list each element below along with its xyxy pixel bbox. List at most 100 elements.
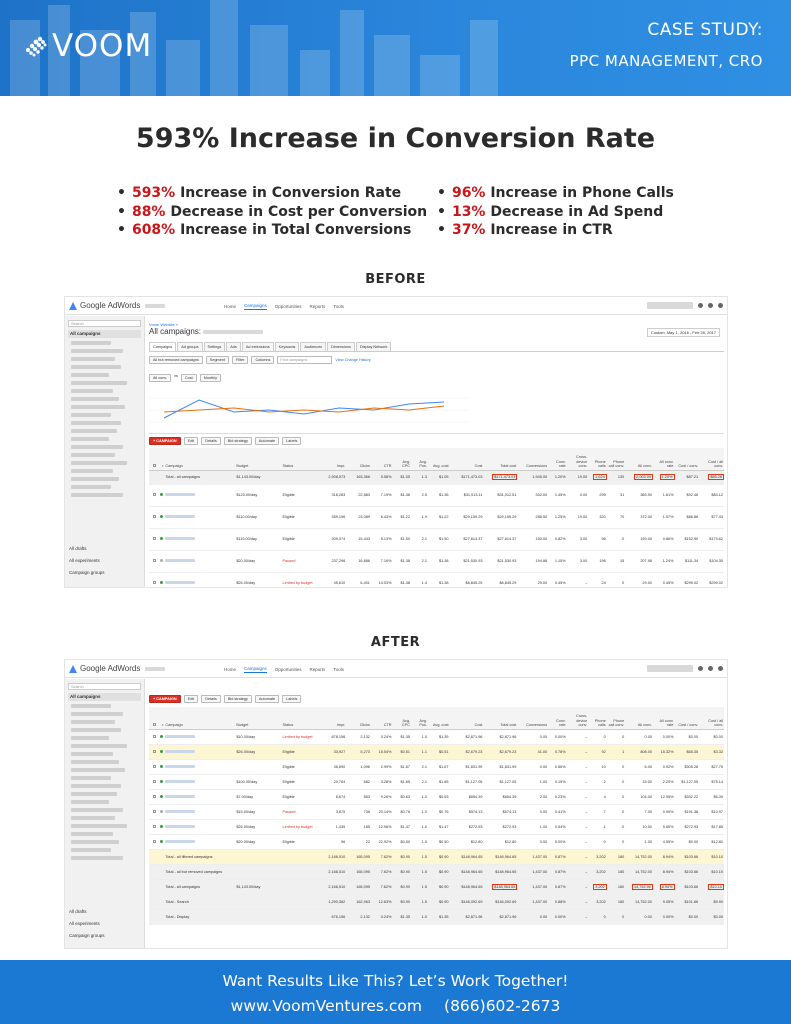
row-checkbox[interactable]	[149, 484, 157, 507]
column-header[interactable]: Phone calls	[588, 707, 607, 730]
nav-tools[interactable]: Tools	[333, 666, 344, 672]
columns-button[interactable]: Columns	[251, 356, 275, 364]
column-header[interactable]: Cost / all conv.	[699, 448, 724, 471]
edit-button[interactable]: Edit	[183, 437, 199, 445]
sidebar-all-experiments[interactable]: All experiments	[69, 558, 100, 563]
column-header[interactable]: Avg. cost	[427, 707, 450, 730]
tab-campaigns[interactable]: Campaigns	[149, 342, 177, 351]
table-row[interactable]: $10.00/day Limited by budget 878,156 2,132 0…	[149, 729, 724, 745]
sidebar-search-input[interactable]: Search	[68, 683, 141, 690]
automate-button[interactable]: Automate	[254, 437, 280, 445]
column-header[interactable]: Conversions	[517, 707, 549, 730]
row-checkbox[interactable]	[149, 879, 157, 895]
row-checkbox[interactable]	[149, 528, 157, 551]
column-header[interactable]: All conv.	[625, 707, 653, 730]
tab-keywords[interactable]: Keywords	[274, 342, 300, 351]
help-icon[interactable]	[698, 303, 703, 308]
column-header[interactable]: Cross-device conv.	[566, 707, 589, 730]
column-header[interactable]: Avg. CPC	[392, 448, 411, 471]
column-header[interactable]: Campaign	[164, 707, 236, 730]
table-row[interactable]: Total - all campaigns $1,143.00/day 2,908,…	[149, 470, 724, 485]
nav-opportunities[interactable]: Opportunities	[274, 666, 302, 672]
row-checkbox[interactable]	[149, 909, 157, 925]
campaign-filter-dropdown[interactable]: All but removed campaigns	[149, 356, 203, 364]
nav-campaigns[interactable]: Campaigns	[244, 665, 267, 673]
row-checkbox[interactable]	[149, 774, 157, 790]
campaign-name-blurred[interactable]	[164, 819, 236, 835]
filter-button[interactable]: Filter	[232, 356, 249, 364]
column-header[interactable]: Phone call conv.	[606, 707, 626, 730]
add-campaign-button[interactable]: + CAMPAIGN	[149, 695, 181, 703]
sidebar-all-drafts[interactable]: All drafts	[69, 909, 87, 914]
row-checkbox[interactable]	[149, 550, 157, 573]
column-header[interactable]: Phone call conv.	[606, 448, 626, 471]
row-checkbox[interactable]	[149, 834, 157, 850]
details-button[interactable]: Details	[201, 695, 221, 703]
campaign-name-blurred[interactable]	[164, 759, 236, 775]
tab-settings[interactable]: Settings	[203, 342, 226, 351]
table-row[interactable]: $20.00/day Paused 237,296 16,886 7.16% $1.38 2…	[149, 550, 724, 573]
row-checkbox[interactable]	[149, 804, 157, 820]
labels-button[interactable]: Labels	[282, 695, 302, 703]
row-checkbox[interactable]	[149, 849, 157, 865]
bell-icon[interactable]	[718, 666, 723, 671]
table-row[interactable]: $110.00/day Eligible 359,156 23,089 6.43% $1.…	[149, 506, 724, 529]
gear-icon[interactable]	[708, 303, 713, 308]
column-header[interactable]: Status	[281, 448, 316, 471]
breadcrumb[interactable]: Voom Website »	[149, 322, 179, 327]
row-checkbox[interactable]	[149, 729, 157, 745]
column-header[interactable]: Conv. rate	[548, 707, 567, 730]
campaign-name-blurred[interactable]	[164, 774, 236, 790]
date-range-picker[interactable]: Custom: May 1, 2016 - Feb 28, 2017	[646, 328, 720, 337]
help-icon[interactable]	[698, 666, 703, 671]
bid-strategy-button[interactable]: Bid strategy	[223, 695, 252, 703]
table-row[interactable]: $26.00/day Eligible 33,927 5,273 15.54% $0.51…	[149, 744, 724, 760]
column-header[interactable]: All conv. rate	[652, 448, 675, 471]
column-header[interactable]: Cost / all conv.	[699, 707, 724, 730]
table-row[interactable]: $15.00/day Paused 3,875 736 20.14% $0.76 1.0 $0…	[149, 804, 724, 820]
tab-dimensions[interactable]: Dimensions	[327, 342, 355, 351]
sidebar-all-campaigns[interactable]: All campaigns	[68, 693, 141, 701]
table-row[interactable]: $123.00/day Eligible 318,283 22,883 7.19% $1.…	[149, 484, 724, 507]
gear-icon[interactable]	[708, 666, 713, 671]
column-header[interactable]: Conv. rate	[548, 448, 567, 471]
column-header[interactable]: Clicks	[346, 448, 371, 471]
tab-ads[interactable]: Ads	[226, 342, 241, 351]
column-header[interactable]: Cross-device conv.	[566, 448, 589, 471]
column-header[interactable]: Total cost	[483, 707, 518, 730]
bell-icon[interactable]	[718, 303, 723, 308]
column-header[interactable]: Clicks	[346, 707, 371, 730]
table-row[interactable]: $26.00/day Limited by budget 45,610 6,401 14…	[149, 572, 724, 587]
row-checkbox[interactable]	[149, 864, 157, 880]
column-header[interactable]: Phone calls	[588, 448, 607, 471]
sidebar-all-drafts[interactable]: All drafts	[69, 546, 87, 551]
find-campaigns-input[interactable]: Find campaigns	[277, 356, 333, 364]
column-header[interactable]: Status	[281, 707, 316, 730]
tab-ad-extensions[interactable]: Ad extensions	[241, 342, 274, 351]
column-header[interactable]: Avg. cost	[427, 448, 450, 471]
campaign-name-blurred[interactable]	[164, 729, 236, 745]
table-row[interactable]: $100.00/day Eligible 20,764 682 3.28% $1.65 2.…	[149, 774, 724, 790]
segment-button[interactable]: Segment	[205, 356, 229, 364]
table-row[interactable]: Total - all filtered campaigns 2,166,510 1…	[149, 849, 724, 865]
column-header[interactable]: Total cost	[483, 448, 518, 471]
details-button[interactable]: Details	[201, 437, 221, 445]
column-header[interactable]: Cost	[449, 707, 484, 730]
sidebar-campaign-groups[interactable]: Campaign groups	[69, 933, 105, 938]
column-header[interactable]: CTR	[370, 707, 393, 730]
nav-tools[interactable]: Tools	[333, 303, 344, 309]
table-row[interactable]: Total - Search 1,290,362 162,963 12.63% $0.9…	[149, 894, 724, 910]
nav-campaigns[interactable]: Campaigns	[244, 302, 267, 310]
column-header[interactable]: CTR	[370, 448, 393, 471]
campaign-name-blurred[interactable]	[164, 804, 236, 820]
table-row[interactable]: $20.00/day Eligible 96 22 22.92% $0.50 1.5 $0.5…	[149, 834, 724, 850]
column-header[interactable]: Avg. Pos.	[411, 448, 428, 471]
row-checkbox[interactable]	[149, 819, 157, 835]
campaign-name-blurred[interactable]	[164, 572, 236, 587]
website-link[interactable]: www.VoomVentures.com	[230, 997, 423, 1015]
campaign-name-blurred[interactable]	[164, 550, 236, 573]
select-all-checkbox[interactable]	[149, 707, 157, 730]
row-checkbox[interactable]	[149, 789, 157, 805]
view-change-history-link[interactable]: View Change History	[335, 358, 371, 362]
campaign-name-blurred[interactable]	[164, 484, 236, 507]
